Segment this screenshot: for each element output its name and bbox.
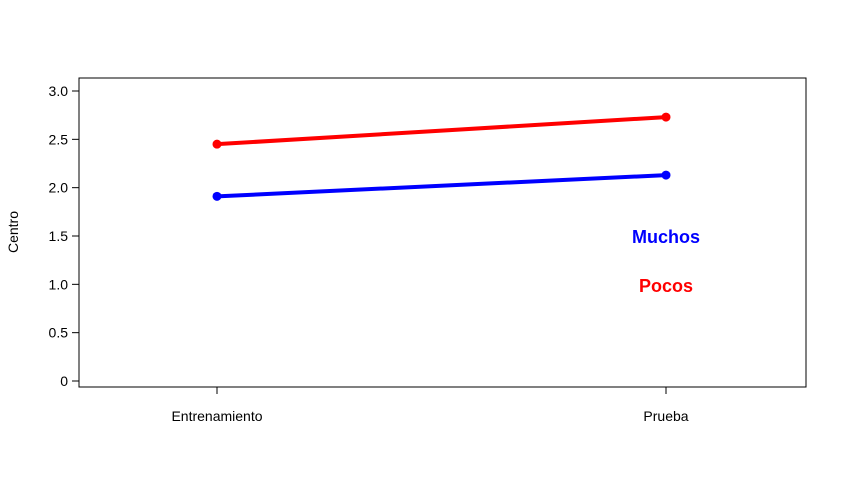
plot-frame <box>78 77 807 388</box>
y-tick-label: 3.0 <box>49 83 69 99</box>
data-point-muchos <box>212 191 222 201</box>
series-line-pocos <box>216 115 667 147</box>
series-line-muchos <box>216 173 667 199</box>
y-tick-label: 0.5 <box>49 325 69 341</box>
y-axis-title: Centro <box>5 211 21 253</box>
y-axis: 0 0.5 1.0 1.5 2.0 2.5 3.0 <box>49 83 79 389</box>
legend-label-pocos: Pocos <box>639 276 693 296</box>
y-tick-label: 1.0 <box>49 276 69 292</box>
data-point-pocos <box>661 112 671 122</box>
y-tick-label: 2.0 <box>49 180 69 196</box>
series-points <box>212 112 671 201</box>
data-point-muchos <box>661 170 671 180</box>
data-point-pocos <box>212 139 222 149</box>
x-axis: Entrenamiento Prueba <box>171 387 689 424</box>
y-tick-label: 1.5 <box>49 228 69 244</box>
series-lines <box>216 115 667 199</box>
y-tick-label: 0 <box>60 373 68 389</box>
x-tick-label: Entrenamiento <box>171 408 262 424</box>
x-tick-label: Prueba <box>643 408 688 424</box>
legend-label-muchos: Muchos <box>632 227 700 247</box>
y-tick-label: 2.5 <box>49 131 69 147</box>
legend: Muchos Pocos <box>632 227 700 296</box>
